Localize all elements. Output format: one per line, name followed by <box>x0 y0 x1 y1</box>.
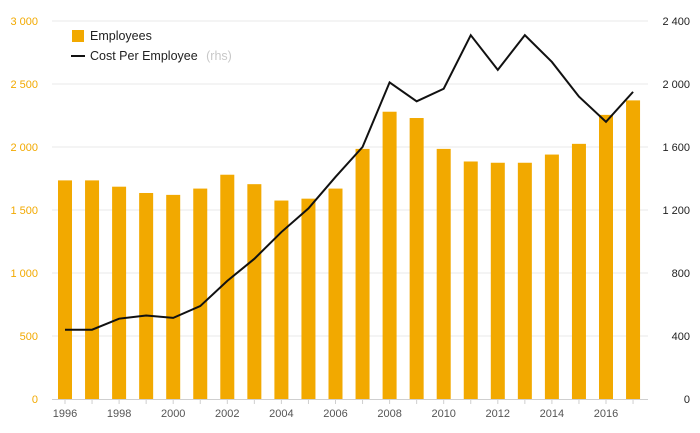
y-right-tick-label: 800 <box>672 268 690 280</box>
y-left-tick-label: 500 <box>20 331 38 343</box>
y-left-tick-label: 0 <box>32 394 38 406</box>
bar-employees-2014 <box>544 154 559 399</box>
legend-label-rhs: (rhs) <box>206 49 232 63</box>
bar-employees-2013 <box>517 162 532 399</box>
bar-employees-2012 <box>490 162 505 399</box>
y-right-tick-label: 1 600 <box>662 142 690 154</box>
bar-employees-2000 <box>166 194 181 399</box>
bar-employees-2001 <box>193 188 208 399</box>
bar-employees-1996 <box>58 180 72 399</box>
bar-employees-2006 <box>328 188 343 399</box>
y-left-tick-label: 1 500 <box>10 205 38 217</box>
x-tick-label: 2000 <box>161 408 185 420</box>
x-tick-label: 2008 <box>377 408 401 420</box>
x-tick-label: 2014 <box>540 408 564 420</box>
bar-employees-2005 <box>301 198 316 399</box>
bar-employees-1999 <box>139 192 154 399</box>
bar-employees-2017 <box>626 100 641 399</box>
bar-employees-2003 <box>247 184 262 399</box>
bar-employees-2008 <box>382 111 397 399</box>
x-tick-label: 2004 <box>269 408 293 420</box>
bar-employees-1997 <box>85 180 100 399</box>
bar-employees-2016 <box>599 114 613 400</box>
legend-label-cost-group: Cost Per Employee (rhs) <box>90 47 232 64</box>
axes: 0 500 1 000 1 500 2 000 2 500 3 000 0 400 800 1 20… <box>10 16 690 420</box>
y-right-tick-label: 2 400 <box>662 16 690 28</box>
x-tick-label: 2010 <box>431 408 455 420</box>
x-tick-label: 2002 <box>215 408 239 420</box>
bar-employees-2004 <box>274 200 289 399</box>
bar-employees-2011 <box>463 161 478 399</box>
legend-label-cost: Cost Per Employee <box>90 49 198 63</box>
line-cost-per-employee <box>65 33 634 331</box>
x-tick-label: 2012 <box>486 408 510 420</box>
bar-employees-2002 <box>220 174 235 399</box>
x-tick-label: 2016 <box>594 408 618 420</box>
bar-employees-2007 <box>355 148 370 399</box>
legend: Employees Cost Per Employee (rhs) <box>71 29 232 64</box>
y-right-tick-label: 1 200 <box>662 205 690 217</box>
bar-employees-2015 <box>571 143 586 399</box>
bar-employees-1998 <box>112 186 127 399</box>
bar-employees-2009 <box>409 118 424 400</box>
legend-swatch-employees <box>72 30 84 42</box>
y-left-tick-label: 3 000 <box>10 16 38 28</box>
y-left-tick-label: 2 500 <box>10 79 38 91</box>
y-left-tick-label: 1 000 <box>10 268 38 280</box>
x-tick-label: 2006 <box>323 408 347 420</box>
y-right-tick-label: 2 000 <box>662 79 690 91</box>
x-tick-label: 1996 <box>53 408 77 420</box>
y-left-tick-label: 2 000 <box>10 142 38 154</box>
cost-line-layer <box>64 33 634 331</box>
y-right-tick-label: 400 <box>672 331 690 343</box>
x-tick-label: 1998 <box>107 408 131 420</box>
employees-bars <box>58 100 641 400</box>
bar-employees-2010 <box>436 148 451 399</box>
legend-label-employees: Employees <box>90 29 152 43</box>
y-right-tick-label: 0 <box>684 394 690 406</box>
